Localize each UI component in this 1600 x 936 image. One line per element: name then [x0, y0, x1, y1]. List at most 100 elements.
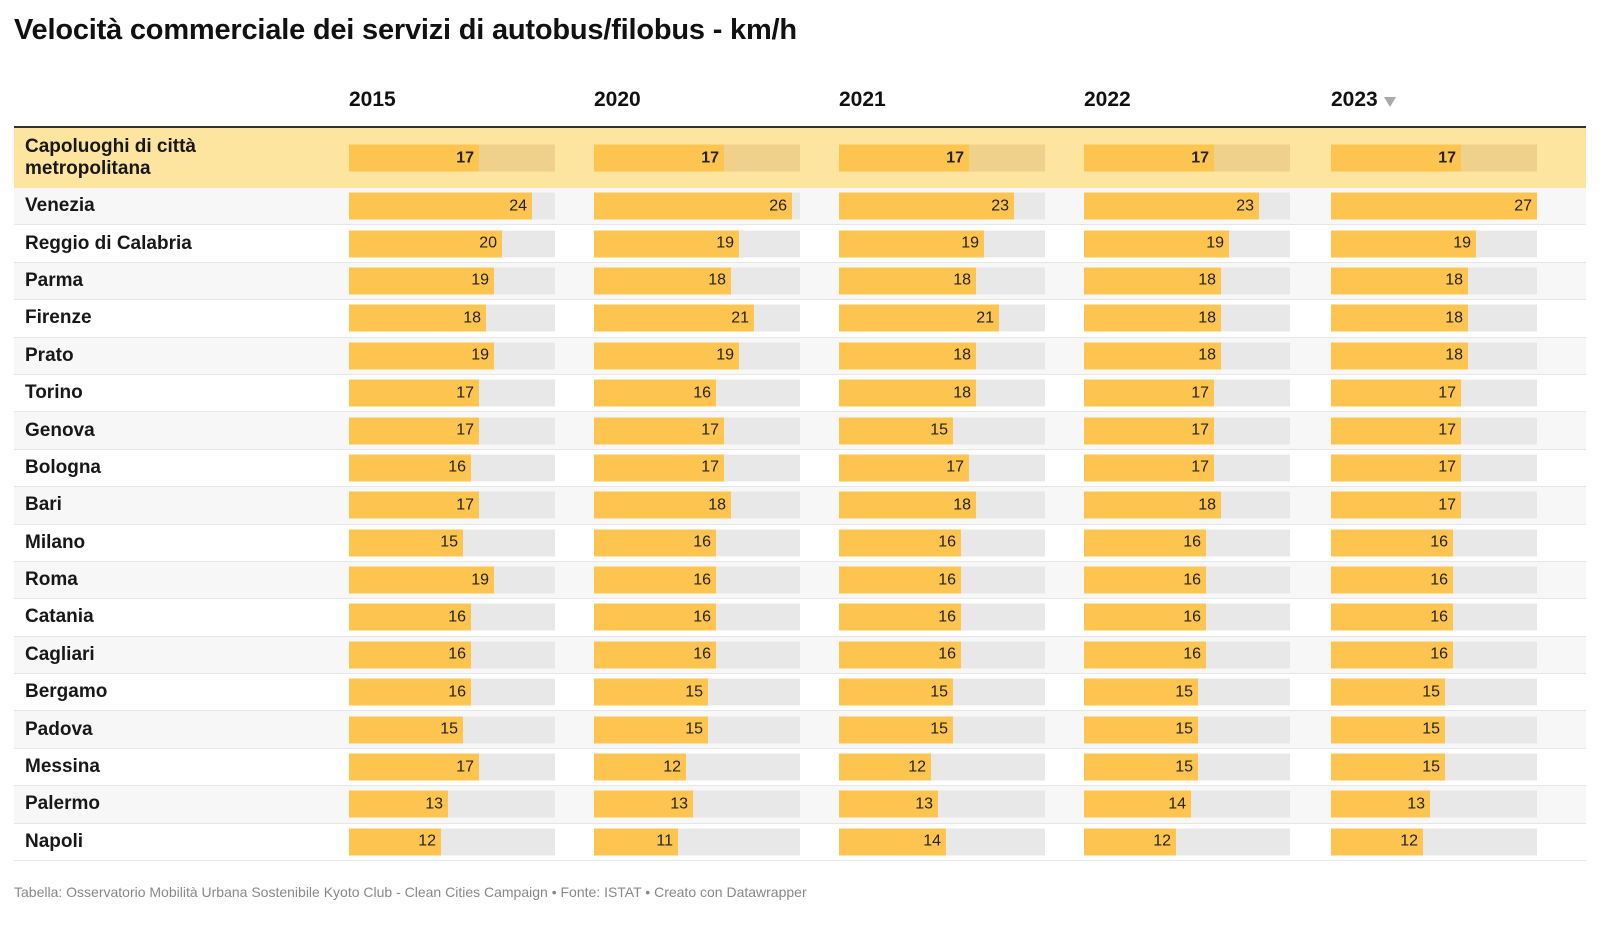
bar-value-label: 17 [1191, 458, 1209, 476]
table-row: Genova 17 17 15 17 17 [14, 412, 1586, 450]
bar-track: 16 [594, 641, 800, 669]
bar-value-label: 18 [708, 496, 726, 514]
column-header-label: 2015 [349, 88, 396, 111]
row-label: Bergamo [25, 681, 108, 703]
bar-2022 [1084, 417, 1214, 445]
column-header-2021[interactable]: 2021 [839, 88, 886, 112]
bar-track: 16 [349, 641, 555, 669]
bar-value-label: 16 [448, 683, 466, 701]
bar-value-label: 11 [656, 832, 673, 850]
bar-track: 15 [839, 417, 1045, 445]
bar-2015 [349, 641, 471, 669]
bar-2022 [1084, 144, 1214, 172]
bar-2020 [594, 454, 724, 482]
bar-value-label: 15 [440, 533, 458, 551]
bar-value-label: 19 [716, 346, 734, 364]
bar-value-label: 17 [1191, 149, 1209, 166]
bar-track: 12 [839, 753, 1045, 781]
bar-value-label: 17 [456, 149, 474, 166]
bar-track: 24 [349, 192, 555, 220]
bar-value-label: 17 [1438, 149, 1456, 166]
bar-track: 13 [839, 790, 1045, 818]
column-header-2022[interactable]: 2022 [1084, 88, 1131, 112]
bar-value-label: 18 [1445, 309, 1463, 327]
table-row: Napoli 12 11 14 12 12 [14, 824, 1586, 862]
row-label: Venezia [25, 195, 95, 217]
bar-2021 [839, 828, 946, 856]
bar-2015 [349, 828, 441, 856]
bar-track: 17 [349, 417, 555, 445]
bar-2021 [839, 641, 961, 669]
bar-2021 [839, 753, 931, 781]
bar-2022 [1084, 192, 1259, 220]
bar-track: 21 [594, 304, 800, 332]
bar-track: 23 [839, 192, 1045, 220]
column-header-2023[interactable]: 2023 [1331, 88, 1396, 112]
table-row: Reggio di Calabria 20 19 19 19 19 [14, 225, 1586, 263]
bar-value-label: 16 [938, 533, 956, 551]
bar-track: 19 [594, 230, 800, 258]
bar-2022 [1084, 379, 1214, 407]
bar-value-label: 23 [991, 197, 1009, 215]
bar-track: 15 [594, 678, 800, 706]
bar-value-label: 17 [456, 384, 474, 402]
bar-track: 18 [1331, 304, 1537, 332]
bar-track: 12 [349, 828, 555, 856]
bar-track: 18 [839, 379, 1045, 407]
bar-track: 16 [839, 641, 1045, 669]
column-header-label: 2022 [1084, 88, 1131, 111]
bar-track: 13 [1331, 790, 1537, 818]
bar-value-label: 12 [663, 758, 681, 776]
bar-track: 16 [1331, 641, 1537, 669]
bar-track: 17 [1084, 379, 1290, 407]
bar-track: 18 [1084, 267, 1290, 295]
bar-track: 14 [1084, 790, 1290, 818]
bar-value-label: 16 [1183, 645, 1201, 663]
bar-value-label: 14 [923, 832, 941, 850]
sort-descending-icon[interactable] [1383, 96, 1396, 107]
bar-track: 16 [349, 603, 555, 631]
bar-value-label: 13 [915, 795, 933, 813]
row-label: Cagliari [25, 643, 95, 665]
chart-title: Velocità commerciale dei servizi di auto… [14, 14, 797, 46]
bar-2023 [1331, 603, 1453, 631]
bar-2023 [1331, 716, 1445, 744]
bar-track: 17 [594, 144, 800, 172]
row-label: Parma [25, 269, 84, 291]
bar-value-label: 18 [708, 271, 726, 289]
bar-track: 15 [349, 529, 555, 557]
bar-track: 16 [839, 566, 1045, 594]
table-header: 2015 2020 2021 2022 2023 [14, 78, 1586, 128]
bar-value-label: 21 [731, 309, 749, 327]
table-row: Firenze 18 21 21 18 18 [14, 300, 1586, 338]
bar-value-label: 19 [471, 346, 489, 364]
bar-value-label: 15 [1422, 683, 1440, 701]
bar-value-label: 27 [1514, 197, 1532, 215]
bar-2015 [349, 454, 471, 482]
bar-track: 15 [839, 678, 1045, 706]
bar-value-label: 16 [448, 458, 466, 476]
bar-value-label: 19 [471, 271, 489, 289]
bar-value-label: 15 [1175, 683, 1193, 701]
bar-track: 11 [594, 828, 800, 856]
bar-track: 18 [594, 491, 800, 519]
column-header-2020[interactable]: 2020 [594, 88, 641, 112]
bar-2020 [594, 603, 716, 631]
bar-track: 12 [1084, 828, 1290, 856]
bar-2015 [349, 716, 463, 744]
bar-2021 [839, 267, 976, 295]
bar-track: 17 [349, 491, 555, 519]
bar-value-label: 15 [685, 720, 703, 738]
table-row: Padova 15 15 15 15 15 [14, 711, 1586, 749]
bar-2015 [349, 342, 494, 370]
bar-track: 17 [349, 379, 555, 407]
bar-value-label: 16 [448, 608, 466, 626]
column-header-2015[interactable]: 2015 [349, 88, 396, 112]
bar-value-label: 18 [953, 271, 971, 289]
bar-value-label: 17 [456, 758, 474, 776]
row-label: Prato [25, 344, 74, 366]
bar-2020 [594, 192, 792, 220]
bar-2020 [594, 529, 716, 557]
bar-value-label: 19 [1206, 234, 1224, 252]
bar-track: 19 [349, 267, 555, 295]
